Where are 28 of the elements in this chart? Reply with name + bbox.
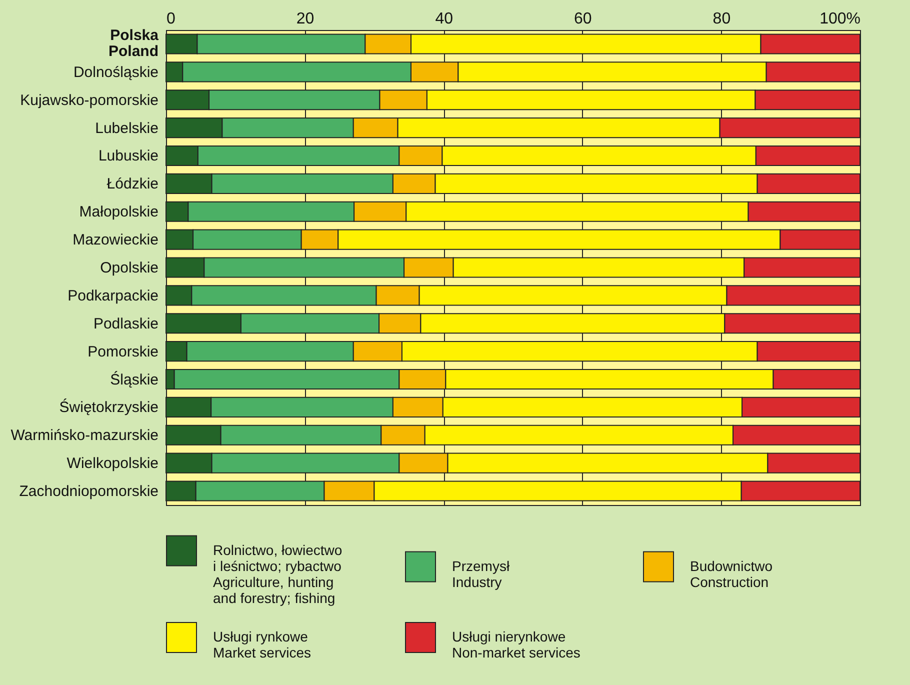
- legend-label: Rolnictwo, łowiectwo i leśnictwo; rybactwo Agriculture, hunting and forestry; fishing: [213, 542, 342, 606]
- y-tick-label: Podkarpackie: [68, 287, 158, 304]
- x-tick-label: 20: [296, 10, 314, 28]
- y-tick-label: Wielkopolskie: [66, 455, 158, 472]
- legend-label: Usługi nierynkowe Non-market services: [452, 628, 580, 660]
- y-tick-label: Lubelskie: [95, 120, 158, 137]
- x-tick-label: 100%: [820, 10, 860, 28]
- y-tick-label: Pomorskie: [88, 343, 158, 360]
- x-tick-label: 80: [712, 10, 731, 28]
- y-tick-label: Łódzkie: [106, 176, 158, 193]
- x-tick-label: 60: [574, 10, 592, 28]
- y-tick-label: Podlaskie: [93, 315, 158, 332]
- y-tick-label: Świętokrzyskie: [59, 398, 158, 416]
- y-tick-label: Dolnośląskie: [73, 64, 158, 81]
- y-tick-label: Mazowieckie: [72, 232, 158, 249]
- y-tick-label: Opolskie: [100, 260, 158, 276]
- y-tick-label: Kujawsko-pomorskie: [20, 92, 158, 109]
- legend-label: Usługi rynkowe Market services: [213, 628, 312, 660]
- y-tick-label: Lubuskie: [98, 148, 158, 165]
- x-tick-label: 40: [435, 10, 454, 28]
- legend-label: Budownictwo Construction: [690, 558, 773, 590]
- y-tick-label: Polska Poland: [108, 26, 160, 60]
- y-tick-label: Zachodniopomorskie: [19, 483, 158, 500]
- y-tick-label: Małopolskie: [79, 204, 158, 221]
- y-tick-label: Warmińsko-mazurskie: [10, 427, 158, 444]
- legend-label: Przemysł Industry: [452, 558, 510, 590]
- y-tick-label: Śląskie: [110, 370, 158, 388]
- x-tick-label: 0: [166, 10, 176, 28]
